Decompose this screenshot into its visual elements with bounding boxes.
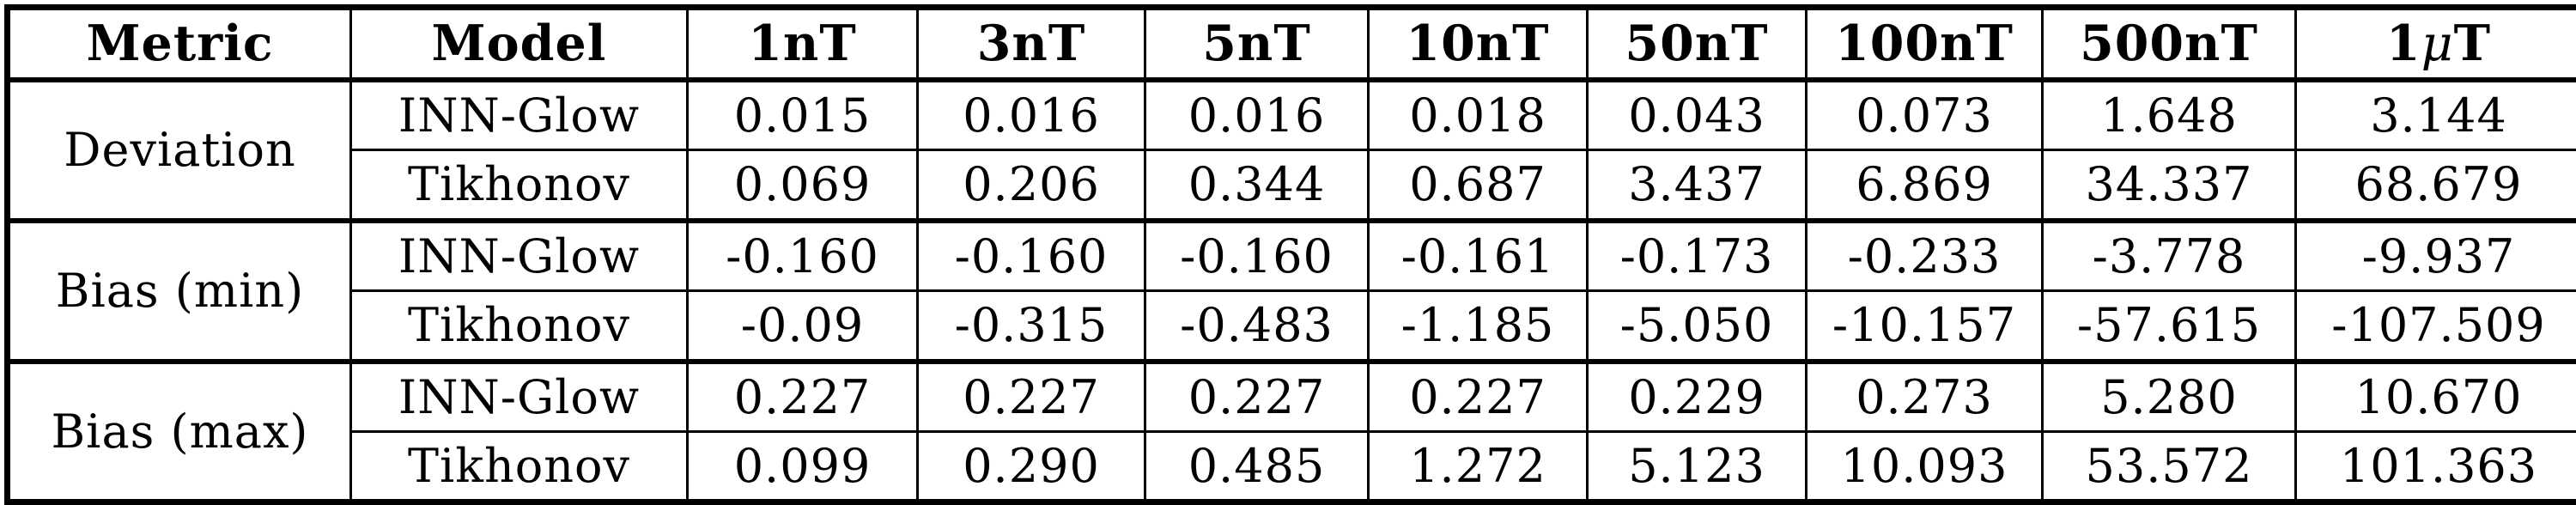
value-cell: 0.227 — [916, 358, 1146, 433]
table-row: Deviation INN-Glow 0.015 0.016 0.016 0.018 0.0… — [6, 76, 2576, 222]
model-cell: Tikhonov — [349, 289, 689, 362]
mu-symbol: μ — [2421, 15, 2454, 73]
value-cell: 53.572 — [2041, 430, 2297, 503]
column-header: Metric — [6, 6, 352, 82]
column-header: 3nT — [916, 6, 1146, 82]
value-cell: 0.018 — [1367, 76, 1589, 151]
model-cell: INN-Glow — [349, 76, 689, 151]
column-header: 100nT — [1805, 6, 2044, 82]
column-header: 5nT — [1144, 6, 1370, 82]
value-cell: 0.016 — [916, 76, 1146, 151]
value-cell: -0.233 — [1805, 217, 2044, 292]
value-cell: -0.09 — [686, 289, 919, 362]
value-cell: 0.273 — [1805, 358, 2044, 433]
table-row: Tikhonov 0.099 0.290 0.485 1.272 5.123 10.093 5… — [8, 430, 2576, 503]
value-cell: 10.093 — [1805, 430, 2044, 503]
value-cell: 0.016 — [1144, 76, 1370, 151]
table-wrapper: Metric Model 1nT 3nT 5nT 10nT 50nT 100nT 500nT 1μ… — [4, 4, 2576, 505]
value-cell: -1.185 — [1367, 289, 1589, 362]
metric-cell: Deviation — [6, 76, 352, 222]
value-cell: 1.648 — [2041, 76, 2297, 151]
value-cell: -107.509 — [2294, 289, 2576, 362]
value-cell: 0.229 — [1586, 358, 1807, 433]
value-cell: 5.123 — [1586, 430, 1807, 503]
metric-cell: Bias (min) — [6, 217, 352, 362]
value-cell: -0.483 — [1144, 289, 1370, 362]
model-cell: INN-Glow — [349, 358, 689, 433]
column-header: 500nT — [2041, 6, 2297, 82]
value-cell: -0.160 — [916, 217, 1146, 292]
value-cell: -5.050 — [1586, 289, 1807, 362]
value-cell: 0.043 — [1586, 76, 1807, 151]
header-row: Metric Model 1nT 3nT 5nT 10nT 50nT 100nT 500nT 1μ… — [6, 6, 2576, 82]
value-cell: 1.272 — [1367, 430, 1589, 503]
value-cell: 0.227 — [1367, 358, 1589, 433]
value-cell: 0.485 — [1144, 430, 1370, 503]
value-cell: 0.073 — [1805, 76, 2044, 151]
column-header: Model — [349, 6, 689, 82]
table-body: Deviation INN-Glow 0.015 0.016 0.016 0.018 0.0… — [6, 76, 2576, 503]
table-row: Tikhonov -0.09 -0.315 -0.483 -1.185 -5.050 -10… — [8, 289, 2576, 362]
column-header: 1nT — [686, 6, 919, 82]
value-cell: 0.687 — [1367, 149, 1589, 222]
column-header: 10nT — [1367, 6, 1589, 82]
table-row: Tikhonov 0.069 0.206 0.344 0.687 3.437 6.869 34… — [8, 149, 2576, 222]
value-cell: 0.227 — [1144, 358, 1370, 433]
value-cell: -0.315 — [916, 289, 1146, 362]
value-cell: -10.157 — [1805, 289, 2044, 362]
table-row: Bias (min) INN-Glow -0.160 -0.160 -0.160 -0.1… — [6, 217, 2576, 362]
value-cell: 0.290 — [916, 430, 1146, 503]
value-cell: 34.337 — [2041, 149, 2297, 222]
value-cell: 68.679 — [2294, 149, 2576, 222]
value-cell: 3.437 — [1586, 149, 1807, 222]
value-cell: 5.280 — [2041, 358, 2297, 433]
model-cell: INN-Glow — [349, 217, 689, 292]
value-cell: 0.344 — [1144, 149, 1370, 222]
value-cell: -57.615 — [2041, 289, 2297, 362]
value-cell: 10.670 — [2294, 358, 2576, 433]
value-cell: 0.206 — [916, 149, 1146, 222]
value-cell: -0.161 — [1367, 217, 1589, 292]
column-header: 1μT — [2294, 6, 2576, 82]
value-cell: 6.869 — [1805, 149, 2044, 222]
column-header: 50nT — [1586, 6, 1807, 82]
table-row: Bias (max) INN-Glow 0.227 0.227 0.227 0.227 0.… — [6, 358, 2576, 503]
value-cell: 3.144 — [2294, 76, 2576, 151]
value-cell: -0.160 — [1144, 217, 1370, 292]
value-cell: -0.173 — [1586, 217, 1807, 292]
model-cell: Tikhonov — [349, 430, 689, 503]
value-cell: -0.160 — [686, 217, 919, 292]
value-cell: -9.937 — [2294, 217, 2576, 292]
results-table: Metric Model 1nT 3nT 5nT 10nT 50nT 100nT 500nT 1μ… — [4, 4, 2576, 505]
model-cell: Tikhonov — [349, 149, 689, 222]
metric-cell: Bias (max) — [6, 358, 352, 503]
value-cell: 0.069 — [686, 149, 919, 222]
value-cell: 0.099 — [686, 430, 919, 503]
value-cell: 101.363 — [2294, 430, 2576, 503]
value-cell: 0.227 — [686, 358, 919, 433]
value-cell: 0.015 — [686, 76, 919, 151]
value-cell: -3.778 — [2041, 217, 2297, 292]
